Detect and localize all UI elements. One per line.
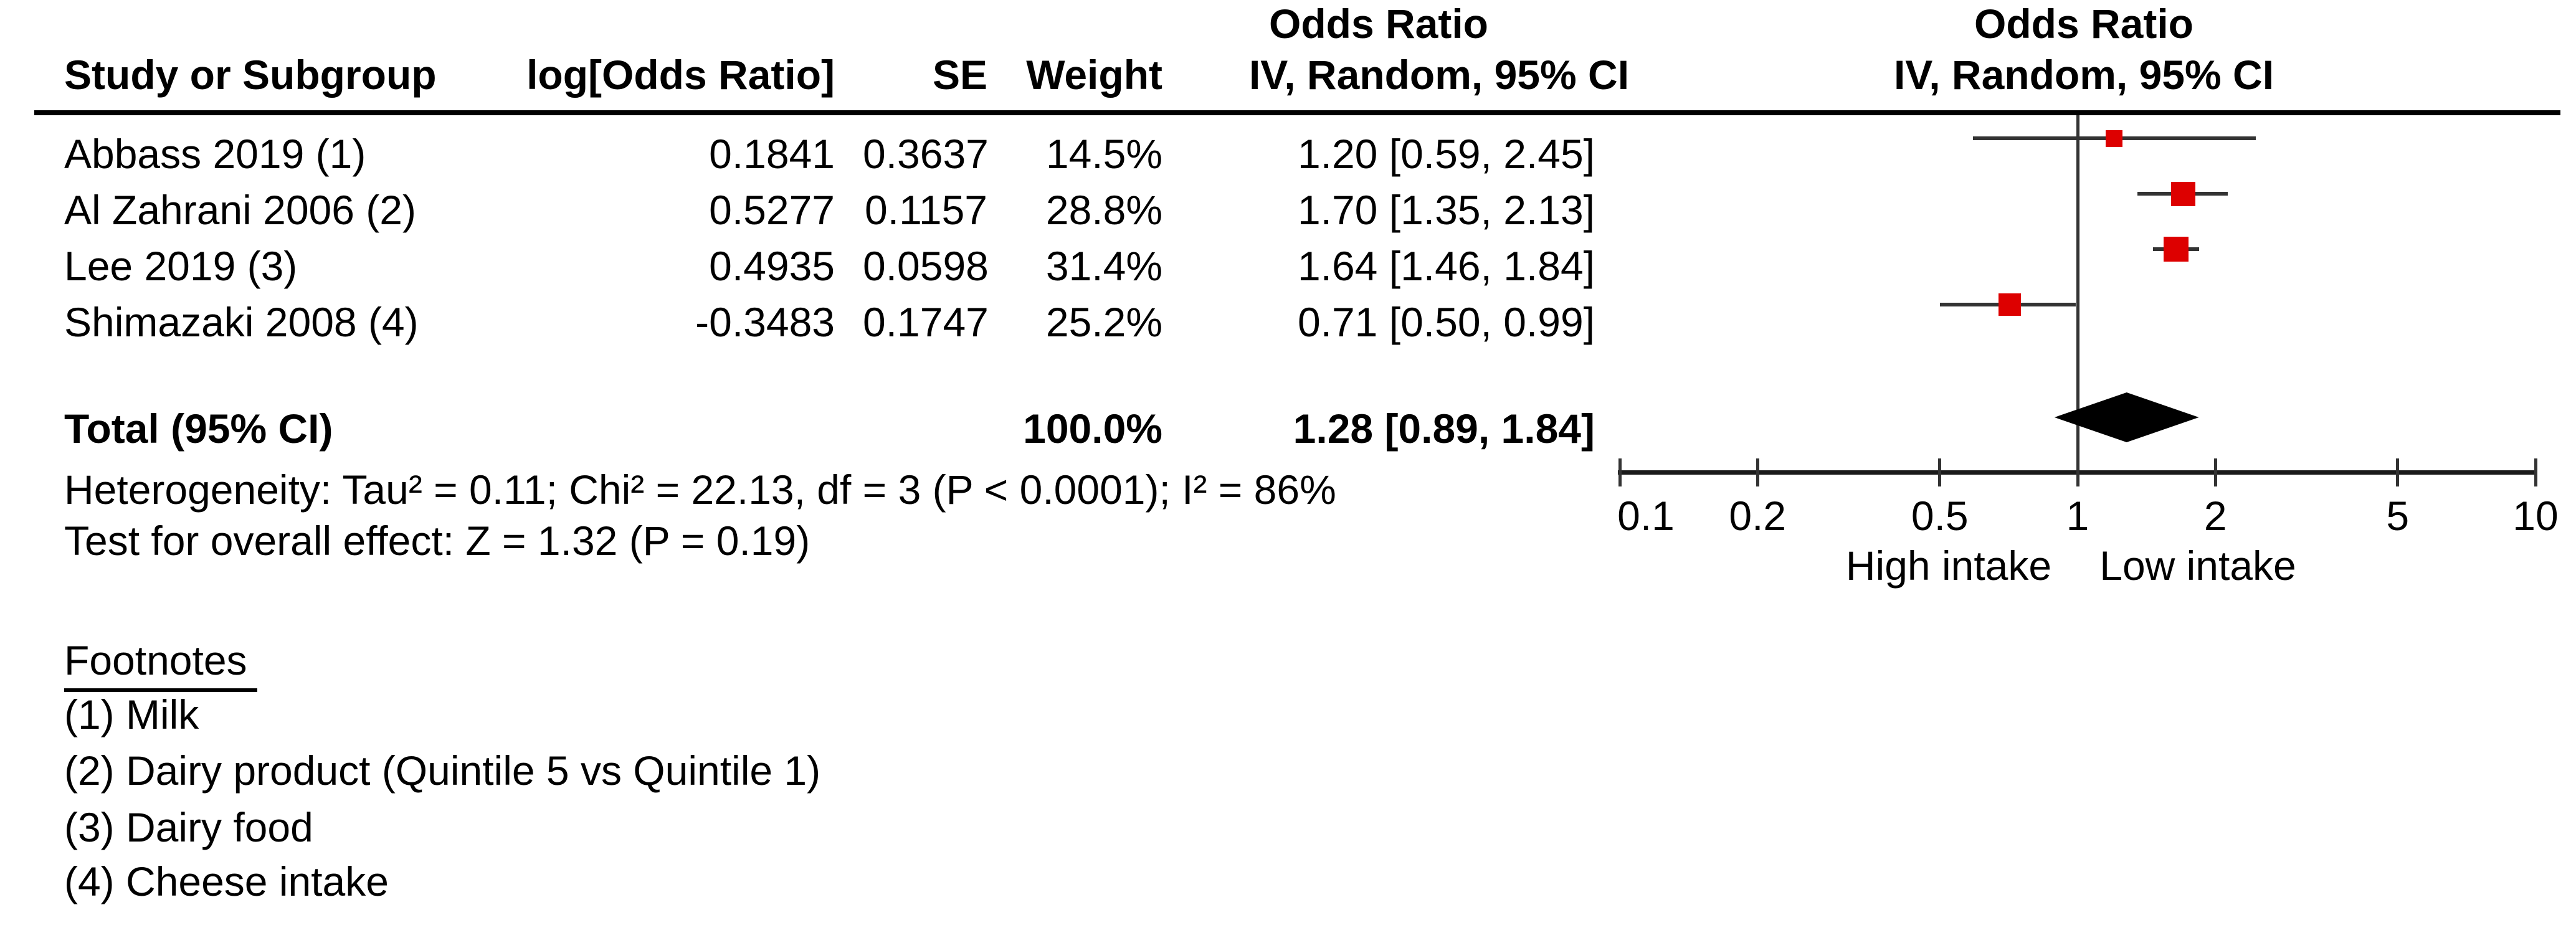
study-weight: 28.8% xyxy=(1045,187,1162,233)
study-ci-text: 1.70 [1.35, 2.13] xyxy=(1297,187,1595,233)
study-log-or: 0.1841 xyxy=(709,131,835,177)
axis-tick-label: 0.2 xyxy=(1729,493,1787,539)
total-ci-text: 1.28 [0.89, 1.84] xyxy=(1293,406,1595,452)
study-ci-text: 1.64 [1.46, 1.84] xyxy=(1297,243,1595,289)
effect-square xyxy=(2163,237,2189,262)
study-name: Lee 2019 (3) xyxy=(64,243,298,289)
axis-tick-label: 0.5 xyxy=(1911,493,1969,539)
axis-label-right: Low intake xyxy=(2099,543,2296,589)
axis-tick xyxy=(1756,458,1759,486)
axis-tick-label: 5 xyxy=(2386,493,2410,539)
axis-tick xyxy=(2213,458,2217,486)
footnote-item: (2) Dairy product (Quintile 5 vs Quintil… xyxy=(64,747,821,794)
study-log-or: -0.3483 xyxy=(695,299,835,345)
study-se: 0.3637 xyxy=(863,131,989,177)
study-log-or: 0.4935 xyxy=(709,243,835,289)
table-effect-column-title: Odds Ratio xyxy=(1268,1,1488,47)
plot-subtitle: IV, Random, 95% CI xyxy=(1893,52,2274,98)
column-header-se: SE xyxy=(932,52,987,98)
overall-effect-text: Test for overall effect: Z = 1.32 (P = 0… xyxy=(64,518,810,564)
study-se: 0.1157 xyxy=(865,187,987,233)
footnote-item: (3) Dairy food xyxy=(64,804,313,850)
total-weight: 100.0% xyxy=(1023,406,1162,452)
study-weight: 31.4% xyxy=(1045,243,1162,289)
axis-tick xyxy=(1618,458,1622,486)
axis-tick xyxy=(2396,458,2400,486)
study-name: Shimazaki 2008 (4) xyxy=(64,299,419,345)
axis-tick xyxy=(1938,458,1942,486)
footnotes-title-label: Footnotes xyxy=(64,632,257,692)
axis-label-left: High intake xyxy=(1845,543,2052,589)
study-name: Abbass 2019 (1) xyxy=(64,131,366,177)
study-name: Al Zahrani 2006 (2) xyxy=(64,187,416,233)
study-se: 0.0598 xyxy=(863,243,989,289)
footnote-item: (4) Cheese intake xyxy=(64,858,389,904)
axis-tick-label: 10 xyxy=(2512,493,2559,539)
study-ci-text: 1.20 [0.59, 2.45] xyxy=(1297,131,1595,177)
plot-title: Odds Ratio xyxy=(1974,1,2193,47)
effect-square xyxy=(1998,293,2021,316)
study-weight: 14.5% xyxy=(1045,131,1162,177)
column-header-weight: Weight xyxy=(1026,52,1162,98)
study-ci-text: 0.71 [0.50, 0.99] xyxy=(1297,299,1595,345)
axis-tick-label: 2 xyxy=(2203,493,2227,539)
axis-tick xyxy=(2534,458,2537,486)
effect-square xyxy=(2105,130,2122,147)
footnotes-title: Footnotes xyxy=(64,632,999,692)
column-header-study: Study or Subgroup xyxy=(64,52,437,98)
column-header-log-odds-ratio: log[Odds Ratio] xyxy=(526,52,835,98)
study-weight: 25.2% xyxy=(1045,299,1162,345)
study-se: 0.1747 xyxy=(863,299,989,345)
axis-tick xyxy=(2076,458,2079,486)
axis-tick-label: 0.1 xyxy=(1617,493,1675,539)
column-header-ci: IV, Random, 95% CI xyxy=(1248,52,1630,98)
heterogeneity-text: Heterogeneity: Tau² = 0.11; Chi² = 22.13… xyxy=(64,467,1336,513)
header-rule xyxy=(34,110,2560,115)
axis-tick-label: 1 xyxy=(2066,493,2089,539)
no-effect-line xyxy=(2076,115,2079,472)
total-label: Total (95% CI) xyxy=(64,406,333,452)
effect-square xyxy=(2170,181,2195,206)
study-log-or: 0.5277 xyxy=(709,187,835,233)
footnote-item: (1) Milk xyxy=(64,691,199,738)
